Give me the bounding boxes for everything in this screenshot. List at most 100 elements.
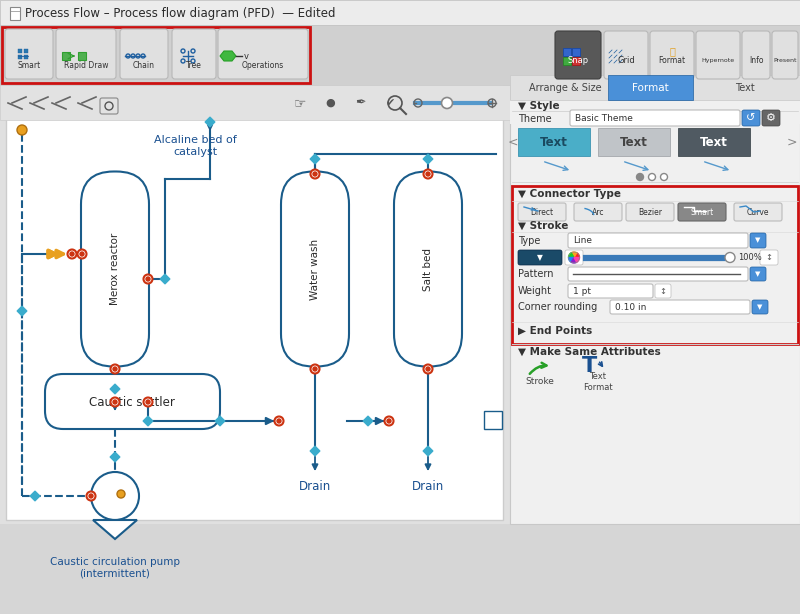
Bar: [6, 84, 503, 520]
Circle shape: [146, 400, 150, 404]
Text: ▼ Connector Type: ▼ Connector Type: [518, 189, 621, 199]
Polygon shape: [423, 446, 433, 456]
FancyBboxPatch shape: [574, 203, 622, 221]
Polygon shape: [571, 257, 577, 263]
FancyBboxPatch shape: [100, 98, 118, 114]
Polygon shape: [160, 274, 170, 284]
Bar: [678, 128, 750, 156]
Bar: [518, 128, 590, 156]
Text: ↕: ↕: [766, 253, 773, 262]
Circle shape: [649, 174, 655, 181]
Polygon shape: [310, 154, 320, 164]
Text: Caustic circulation pump
(intermittent): Caustic circulation pump (intermittent): [50, 557, 180, 578]
Text: Merox reactor: Merox reactor: [110, 233, 120, 305]
Polygon shape: [143, 416, 153, 426]
Text: Rapid Draw: Rapid Draw: [64, 61, 108, 69]
FancyBboxPatch shape: [172, 29, 216, 79]
Circle shape: [274, 416, 283, 426]
Bar: [510, 75, 800, 100]
Circle shape: [78, 249, 86, 258]
FancyBboxPatch shape: [742, 110, 760, 126]
Text: Type: Type: [518, 236, 540, 246]
Text: ▼ Stroke: ▼ Stroke: [518, 221, 568, 231]
Text: Water wash: Water wash: [310, 238, 320, 300]
Bar: [2, 27, 310, 83]
Circle shape: [89, 494, 93, 498]
Bar: [0, 25, 800, 85]
Text: Present: Present: [774, 58, 797, 63]
FancyBboxPatch shape: [750, 233, 766, 248]
FancyBboxPatch shape: [760, 250, 778, 265]
Text: T: T: [582, 356, 598, 376]
Text: ●: ●: [325, 98, 335, 108]
Bar: [18, 55, 22, 59]
Text: Pattern: Pattern: [518, 269, 554, 279]
Circle shape: [423, 169, 433, 179]
Polygon shape: [310, 446, 320, 456]
Text: Info: Info: [749, 55, 763, 64]
Bar: [18, 49, 22, 53]
Circle shape: [277, 419, 281, 423]
Bar: [608, 75, 693, 100]
Text: Smart: Smart: [18, 61, 41, 69]
FancyBboxPatch shape: [565, 250, 583, 265]
FancyBboxPatch shape: [742, 31, 770, 79]
FancyBboxPatch shape: [5, 29, 53, 79]
Text: 0.10 in: 0.10 in: [615, 303, 646, 311]
Circle shape: [423, 365, 433, 373]
Bar: [572, 57, 580, 65]
FancyBboxPatch shape: [696, 31, 740, 79]
FancyBboxPatch shape: [570, 110, 740, 126]
FancyBboxPatch shape: [518, 203, 566, 221]
Polygon shape: [215, 416, 225, 426]
Circle shape: [146, 277, 150, 281]
FancyBboxPatch shape: [772, 31, 798, 79]
Bar: [0, 0, 800, 25]
Polygon shape: [423, 154, 433, 164]
Bar: [78, 52, 86, 60]
Text: Chain: Chain: [133, 61, 155, 69]
Bar: [598, 128, 670, 156]
Text: Line: Line: [573, 236, 592, 245]
FancyBboxPatch shape: [120, 29, 168, 79]
Text: Stroke: Stroke: [526, 378, 554, 386]
Text: 100%: 100%: [738, 253, 762, 262]
Circle shape: [113, 367, 117, 371]
FancyBboxPatch shape: [281, 171, 349, 367]
Text: Weight: Weight: [518, 286, 552, 296]
Circle shape: [110, 397, 119, 406]
Polygon shape: [574, 253, 579, 257]
Text: ⭐: ⭐: [669, 46, 675, 56]
Circle shape: [91, 472, 139, 520]
Bar: [0, 80, 510, 524]
Circle shape: [310, 365, 319, 373]
Text: Direct: Direct: [530, 208, 554, 217]
FancyBboxPatch shape: [604, 31, 648, 79]
Bar: [510, 80, 800, 524]
Circle shape: [387, 419, 391, 423]
Text: ✒: ✒: [354, 96, 366, 109]
Text: Basic Theme: Basic Theme: [575, 114, 633, 123]
Text: ▼ Style: ▼ Style: [518, 101, 560, 111]
Text: Hypernote: Hypernote: [702, 58, 734, 63]
FancyBboxPatch shape: [626, 203, 674, 221]
Polygon shape: [363, 416, 373, 426]
Polygon shape: [110, 384, 120, 394]
Text: Smart: Smart: [690, 208, 714, 217]
Text: Drain: Drain: [299, 480, 331, 492]
Text: Tree: Tree: [186, 61, 202, 69]
Bar: [572, 48, 580, 56]
Text: Text: Text: [620, 136, 648, 149]
Text: Text: Text: [735, 82, 755, 93]
FancyBboxPatch shape: [655, 284, 671, 298]
Text: Bezier: Bezier: [638, 208, 662, 217]
Circle shape: [70, 252, 74, 256]
Circle shape: [442, 98, 453, 109]
Text: Text: Text: [700, 136, 728, 149]
FancyBboxPatch shape: [752, 300, 768, 314]
Text: ▶ End Points: ▶ End Points: [518, 326, 592, 336]
FancyBboxPatch shape: [45, 374, 220, 429]
FancyBboxPatch shape: [568, 233, 748, 248]
Text: Text
Format: Text Format: [583, 372, 613, 392]
FancyBboxPatch shape: [394, 171, 462, 367]
